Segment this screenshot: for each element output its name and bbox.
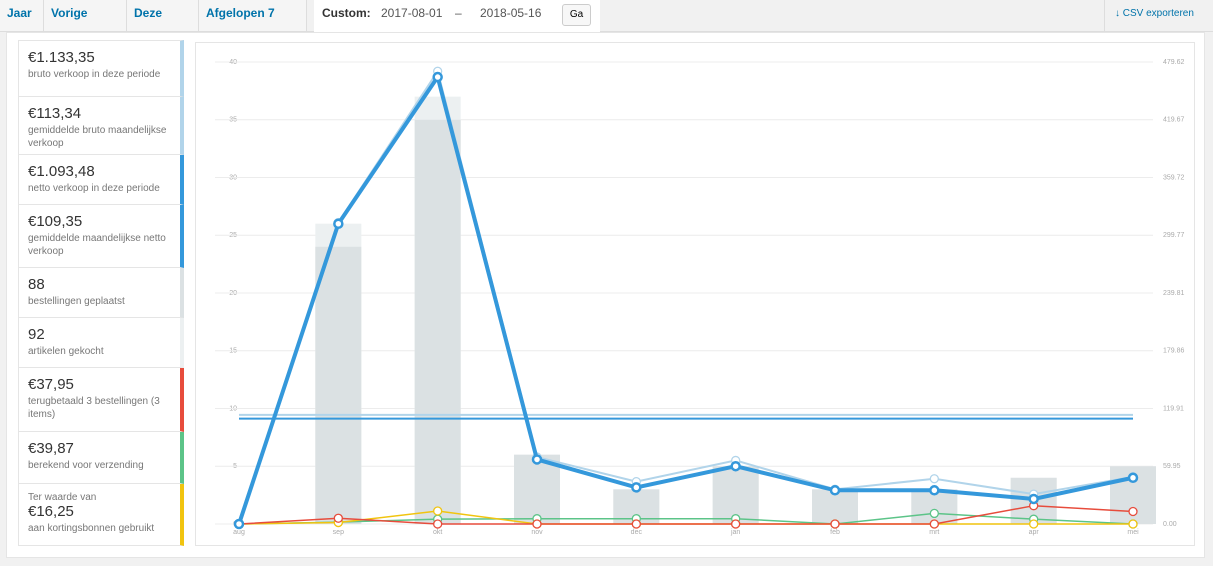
summary-description: gemiddelde maandelijkse netto verkoop <box>28 233 166 257</box>
y2-tick-label: 0.00 <box>1163 521 1177 528</box>
point <box>929 508 939 519</box>
x-tick-label: okt <box>433 529 442 536</box>
point <box>631 519 641 529</box>
point <box>333 218 344 230</box>
bar <box>414 119 461 524</box>
point <box>433 506 443 516</box>
point <box>233 518 245 530</box>
point <box>830 519 840 529</box>
bar <box>315 246 362 525</box>
point <box>631 482 642 493</box>
point <box>1028 493 1039 505</box>
summary-description: bruto verkoop in deze periode <box>28 69 161 80</box>
y2-tick-label: 239.81 <box>1163 290 1185 297</box>
summary-prefix: Ter waarde van <box>28 492 97 503</box>
point <box>1127 472 1139 484</box>
y2-tick-label: 419.67 <box>1163 117 1185 124</box>
tab[interactable]: Deze maand <box>127 0 199 46</box>
point <box>1128 519 1138 529</box>
y2-tick-label: 359.72 <box>1163 174 1185 181</box>
summary-item: €113,34 gemiddelde bruto maandelijkse ver… <box>18 97 184 155</box>
tab[interactable]: Afgelopen 7 dagen <box>199 0 307 46</box>
point <box>532 519 542 529</box>
point <box>731 519 741 529</box>
summary-description: bestellingen geplaatst <box>28 296 125 307</box>
x-tick-label: aug <box>233 529 245 536</box>
export-text[interactable]: CSV exporteren <box>1122 8 1194 19</box>
summary-description: terugbetaald 3 bestellingen (3 items) <box>28 396 160 420</box>
custom-label: Custom: <box>322 6 371 20</box>
series-line <box>238 504 1134 525</box>
point <box>929 519 939 529</box>
x-tick-label: jan <box>730 529 740 536</box>
summary-description: gemiddelde bruto maandelijkse verkoop <box>28 125 167 149</box>
x-tick-label: mei <box>1127 529 1139 536</box>
point <box>1029 519 1039 529</box>
y2-tick-label: 479.62 <box>1163 59 1185 66</box>
chart: 05101520253035400.0059.95119.91179.86239… <box>195 42 1195 546</box>
summary-description: berekend voor verzending <box>28 460 144 471</box>
summary-item: €39,87 berekend voor verzending <box>18 432 184 484</box>
y2-tick-label: 59.95 <box>1163 463 1181 470</box>
summary-amount: €39,87 <box>28 440 74 457</box>
series-line <box>237 72 1134 525</box>
y2-tick-label: 119.91 <box>1163 405 1184 412</box>
tab-bar: Custom: 2017-08-01 – 2018-05-16 Ga ↓ CSV… <box>0 0 1213 46</box>
bar <box>514 454 560 524</box>
separator: – <box>455 6 462 20</box>
summary-amount: €16,25 <box>28 503 74 520</box>
summary-amount: 88 <box>28 276 45 293</box>
export-link[interactable]: ↓ CSV exporteren <box>1104 0 1213 31</box>
summary-item: €37,95 terugbetaald 3 bestellingen (3 ite… <box>18 368 184 432</box>
summary-item: €1.133,35 bruto verkoop in deze periode <box>18 40 184 97</box>
summary-item: €109,35 gemiddelde maandelijkse netto ver… <box>18 205 184 268</box>
x-tick-label: apr <box>1029 529 1040 536</box>
summary-amount: 92 <box>28 326 45 343</box>
point <box>1128 506 1138 517</box>
x-tick-label: nov <box>531 529 543 536</box>
go-button[interactable]: Ga <box>562 4 591 26</box>
start-date[interactable]: 2017-08-01 <box>381 6 443 20</box>
point <box>333 513 343 523</box>
point <box>531 454 543 465</box>
x-tick-label: dec <box>631 529 643 536</box>
y2-tick-label: 179.86 <box>1163 348 1185 355</box>
custom-range: Custom: 2017-08-01 – 2018-05-16 Ga <box>314 0 600 32</box>
x-tick-label: feb <box>830 529 840 536</box>
summary-item: 88 bestellingen geplaatst <box>18 268 184 318</box>
summary-amount: €37,95 <box>28 376 74 393</box>
end-date[interactable]: 2018-05-16 <box>480 6 542 20</box>
summary-description: artikelen gekocht <box>28 346 104 357</box>
point <box>730 460 741 472</box>
x-tick-label: mrt <box>929 529 939 536</box>
chart-frame <box>195 42 1195 546</box>
summary-legend: €1.133,35 bruto verkoop in deze periode €1… <box>18 40 184 546</box>
summary-amount: €1.133,35 <box>28 49 95 66</box>
point <box>829 485 841 496</box>
summary-item: 92 artikelen gekocht <box>18 318 184 368</box>
summary-amount: €113,34 <box>28 105 82 122</box>
summary-description: aan kortingsbonnen gebruikt <box>28 523 155 534</box>
summary-item: €1.093,48 netto verkoop in deze periode <box>18 155 184 205</box>
point <box>929 485 940 496</box>
summary-amount: €109,35 <box>28 213 83 230</box>
summary-description: netto verkoop in deze periode <box>28 183 160 194</box>
tab[interactable]: Jaar <box>0 0 44 31</box>
summary-amount: €1.093,48 <box>28 163 95 180</box>
point <box>929 474 939 484</box>
x-tick-label: sep <box>333 529 344 536</box>
summary-item: Ter waarde van €16,25 aan kortingsbonnen g… <box>18 484 184 546</box>
point <box>433 519 443 529</box>
point <box>432 71 443 83</box>
tab[interactable]: Vorige maand <box>44 0 127 46</box>
y2-tick-label: 299.77 <box>1163 232 1185 239</box>
